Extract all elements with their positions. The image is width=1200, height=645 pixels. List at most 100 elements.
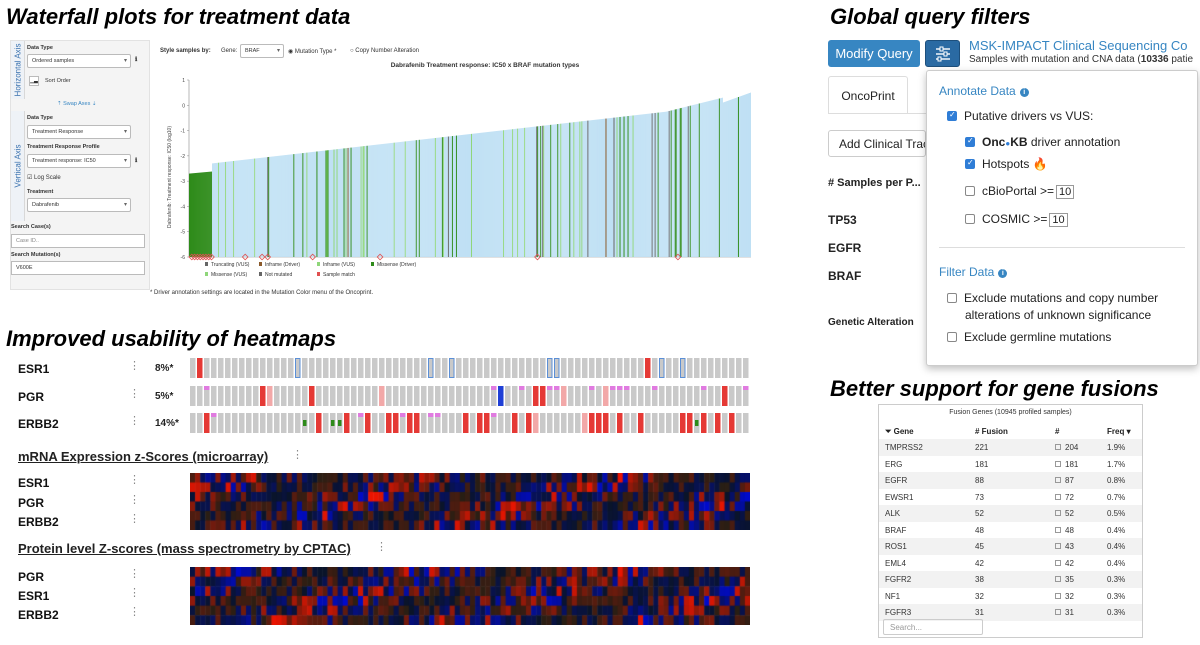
oncoprint-cell[interactable]: [722, 358, 728, 378]
oncoprint-cell[interactable]: [582, 358, 588, 378]
search-mutation-input[interactable]: V600E: [11, 261, 145, 275]
oncoprint-cell[interactable]: [687, 386, 693, 406]
oncoprint-cell[interactable]: [288, 386, 294, 406]
fusion-search-input[interactable]: Search...: [883, 619, 983, 635]
protein-heatmap[interactable]: [190, 567, 750, 625]
oncoprint-cell[interactable]: [190, 386, 196, 406]
treatment-select[interactable]: Dabrafenib: [27, 198, 131, 212]
oncoprint-cell[interactable]: [519, 413, 525, 433]
oncoprint-cell[interactable]: [211, 386, 217, 406]
count-header[interactable]: #: [1055, 427, 1060, 436]
exclude-germline-checkbox[interactable]: Exclude germline mutations: [947, 330, 1111, 344]
select-checkbox[interactable]: [1055, 609, 1061, 615]
oncoprint-cell[interactable]: [386, 358, 392, 378]
oncoprint-cell[interactable]: [512, 358, 518, 378]
select-checkbox[interactable]: [1055, 460, 1061, 467]
oncoprint-cell[interactable]: [239, 386, 245, 406]
oncoprint-cell[interactable]: [722, 413, 728, 433]
sample-match-marker[interactable]: [376, 253, 384, 261]
oncoprint-cell[interactable]: [652, 386, 658, 406]
oncoprint-cell[interactable]: [526, 386, 532, 406]
oncoprint-cell[interactable]: [232, 386, 238, 406]
sample-match-marker[interactable]: [208, 253, 215, 261]
oncoprint-cell[interactable]: [344, 358, 350, 378]
oncoprint-cell[interactable]: [309, 358, 315, 378]
cbioportal-checkbox[interactable]: cBioPortal >= 10: [965, 184, 1075, 199]
oncoprint-cell[interactable]: [554, 386, 560, 406]
oncoprint-cell[interactable]: [267, 358, 273, 378]
oncoprint-cell[interactable]: [414, 386, 420, 406]
oncoprint-cell[interactable]: [204, 358, 210, 378]
oncoprint-cell[interactable]: [197, 413, 203, 433]
oncoprint-cell[interactable]: [379, 413, 385, 433]
oncoprint-cell[interactable]: [211, 358, 217, 378]
oncoprint-cell[interactable]: [701, 386, 707, 406]
oncoprint-cell[interactable]: [218, 413, 224, 433]
freq-header[interactable]: Freq ▾: [1107, 427, 1131, 436]
oncoprint-cell[interactable]: [624, 358, 630, 378]
oncoprint-cell[interactable]: [736, 386, 742, 406]
oncoprint-cell[interactable]: [624, 386, 630, 406]
oncoprint-cell[interactable]: [736, 413, 742, 433]
filter-settings-button[interactable]: [925, 40, 960, 67]
oncoprint-cell[interactable]: [211, 413, 217, 433]
table-row[interactable]: FGFR3 31 31 0.3%: [879, 604, 1142, 621]
oncoprint-cell[interactable]: [295, 358, 301, 378]
oncoprint-cell[interactable]: [330, 386, 336, 406]
oncoprint-cell[interactable]: [204, 386, 210, 406]
oncoprint-cell[interactable]: [603, 358, 609, 378]
oncoprint-cell[interactable]: [365, 386, 371, 406]
oncoprint-tracks[interactable]: [190, 358, 750, 436]
oncoprint-cell[interactable]: [400, 413, 406, 433]
cbioportal-threshold-input[interactable]: 10: [1056, 185, 1075, 199]
oncoprint-cell[interactable]: [260, 413, 266, 433]
oncoprint-cell[interactable]: [491, 358, 497, 378]
oncoprint-cell[interactable]: [351, 386, 357, 406]
oncoprint-cell[interactable]: [302, 386, 308, 406]
oncoprint-cell[interactable]: [673, 358, 679, 378]
table-row[interactable]: ALK 52 52 0.5%: [879, 505, 1142, 522]
oncoprint-cell[interactable]: [239, 358, 245, 378]
mrna-section-title[interactable]: mRNA Expression z-Scores (microarray): [18, 449, 269, 464]
oncoprint-cell[interactable]: [288, 358, 294, 378]
oncoprint-cell[interactable]: [225, 358, 231, 378]
sample-count-cell[interactable]: 43: [1055, 542, 1074, 551]
oncoprint-cell[interactable]: [253, 413, 259, 433]
oncoprint-cell[interactable]: [393, 358, 399, 378]
oncoprint-cell[interactable]: [379, 358, 385, 378]
oncoprint-cell[interactable]: [624, 413, 630, 433]
oncoprint-cell[interactable]: [295, 413, 301, 433]
oncoprint-cell[interactable]: [610, 386, 616, 406]
select-checkbox[interactable]: [1055, 477, 1061, 483]
oncoprint-cell[interactable]: [344, 386, 350, 406]
oncoprint-cell[interactable]: [596, 358, 602, 378]
sample-match-marker[interactable]: [674, 253, 682, 261]
oncoprint-cell[interactable]: [190, 413, 196, 433]
oncoprint-cell[interactable]: [610, 413, 616, 433]
oncoprint-cell[interactable]: [680, 386, 686, 406]
oncoprint-cell[interactable]: [652, 413, 658, 433]
oncoprint-cell[interactable]: [463, 386, 469, 406]
sample-match-marker[interactable]: [264, 253, 272, 261]
oncoprint-cell[interactable]: [554, 358, 560, 378]
oncoprint-cell[interactable]: [631, 413, 637, 433]
oncoprint-cell[interactable]: [687, 358, 693, 378]
oncoprint-cell[interactable]: [575, 413, 581, 433]
h-data-type-select[interactable]: Ordered samples: [27, 54, 131, 68]
v-data-type-select[interactable]: Treatment Response: [27, 125, 131, 139]
oncoprint-cell[interactable]: [729, 358, 735, 378]
oncoprint-cell[interactable]: [316, 358, 322, 378]
vertical-axis-tab[interactable]: Vertical Axis: [11, 111, 25, 221]
oncoprint-cell[interactable]: [694, 386, 700, 406]
oncoprint-cell[interactable]: [547, 358, 553, 378]
oncoprint-cell[interactable]: [232, 413, 238, 433]
oncoprint-cell[interactable]: [449, 413, 455, 433]
oncoprint-cell[interactable]: [694, 358, 700, 378]
log-scale-checkbox[interactable]: ☑ Log Scale: [27, 175, 61, 181]
mrna-heatmap[interactable]: [190, 473, 750, 530]
oncoprint-cell[interactable]: [561, 413, 567, 433]
horizontal-axis-tab[interactable]: Horizontal Axis: [11, 41, 25, 99]
oncoprint-cell[interactable]: [743, 358, 749, 378]
track-menu-icon[interactable]: ⋮: [129, 474, 140, 486]
modify-query-button[interactable]: Modify Query: [828, 40, 920, 67]
